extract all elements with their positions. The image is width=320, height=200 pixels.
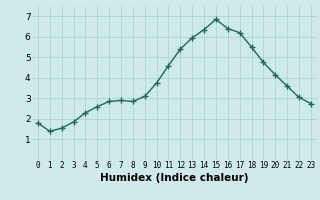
X-axis label: Humidex (Indice chaleur): Humidex (Indice chaleur)	[100, 173, 249, 183]
